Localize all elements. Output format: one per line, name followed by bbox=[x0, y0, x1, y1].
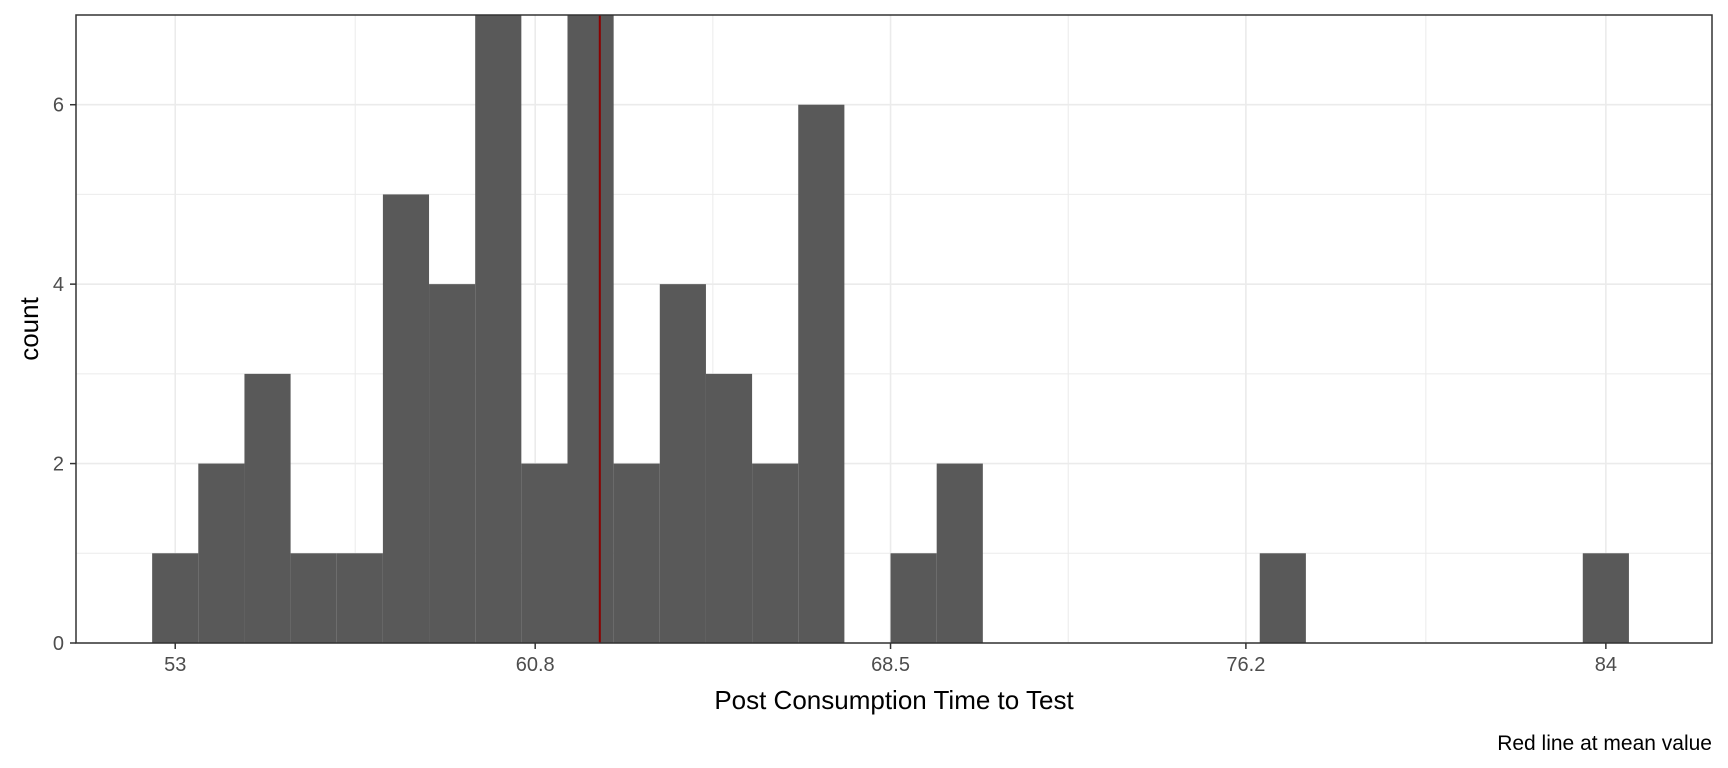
chart-caption: Red line at mean value bbox=[1497, 732, 1712, 755]
y-tick-label: 4 bbox=[53, 274, 64, 296]
x-tick-label: 68.5 bbox=[871, 654, 910, 676]
x-tick-label: 53 bbox=[164, 654, 186, 676]
histogram-bar bbox=[752, 463, 799, 643]
histogram-bar bbox=[1582, 553, 1629, 643]
panel-border bbox=[75, 14, 1713, 644]
histogram-bar bbox=[475, 15, 522, 643]
y-tick-label: 0 bbox=[53, 633, 64, 655]
histogram-bar bbox=[659, 284, 706, 643]
histogram-bar bbox=[567, 15, 614, 643]
histogram-bar bbox=[890, 553, 937, 643]
y-tick-label: 2 bbox=[53, 454, 64, 476]
y-tick-label: 6 bbox=[53, 95, 64, 117]
histogram-bars bbox=[152, 15, 1629, 643]
histogram-bar bbox=[521, 463, 568, 643]
histogram-bar bbox=[244, 373, 291, 643]
grid-lines bbox=[76, 15, 1712, 644]
y-axis-title: count bbox=[14, 296, 44, 360]
histogram-bar bbox=[429, 284, 476, 643]
x-tick-label: 84 bbox=[1595, 654, 1617, 676]
histogram-bar bbox=[1259, 553, 1306, 643]
x-tick-label: 60.8 bbox=[516, 654, 555, 676]
y-axis-ticks: 0 2 4 6 bbox=[53, 95, 76, 655]
histogram-bar bbox=[336, 553, 383, 643]
histogram-bar bbox=[290, 553, 337, 643]
histogram-bar bbox=[613, 463, 660, 643]
x-tick-label: 76.2 bbox=[1226, 654, 1265, 676]
x-axis-ticks: 53 60.8 68.5 76.2 84 bbox=[164, 643, 1617, 676]
histogram-bar bbox=[798, 104, 845, 643]
histogram-bar bbox=[152, 553, 199, 643]
histogram-bar bbox=[936, 463, 983, 643]
histogram-bar bbox=[705, 373, 753, 643]
histogram-bar bbox=[198, 463, 245, 643]
x-axis-title: Post Consumption Time to Test bbox=[714, 685, 1074, 715]
histogram-bar bbox=[382, 194, 430, 643]
